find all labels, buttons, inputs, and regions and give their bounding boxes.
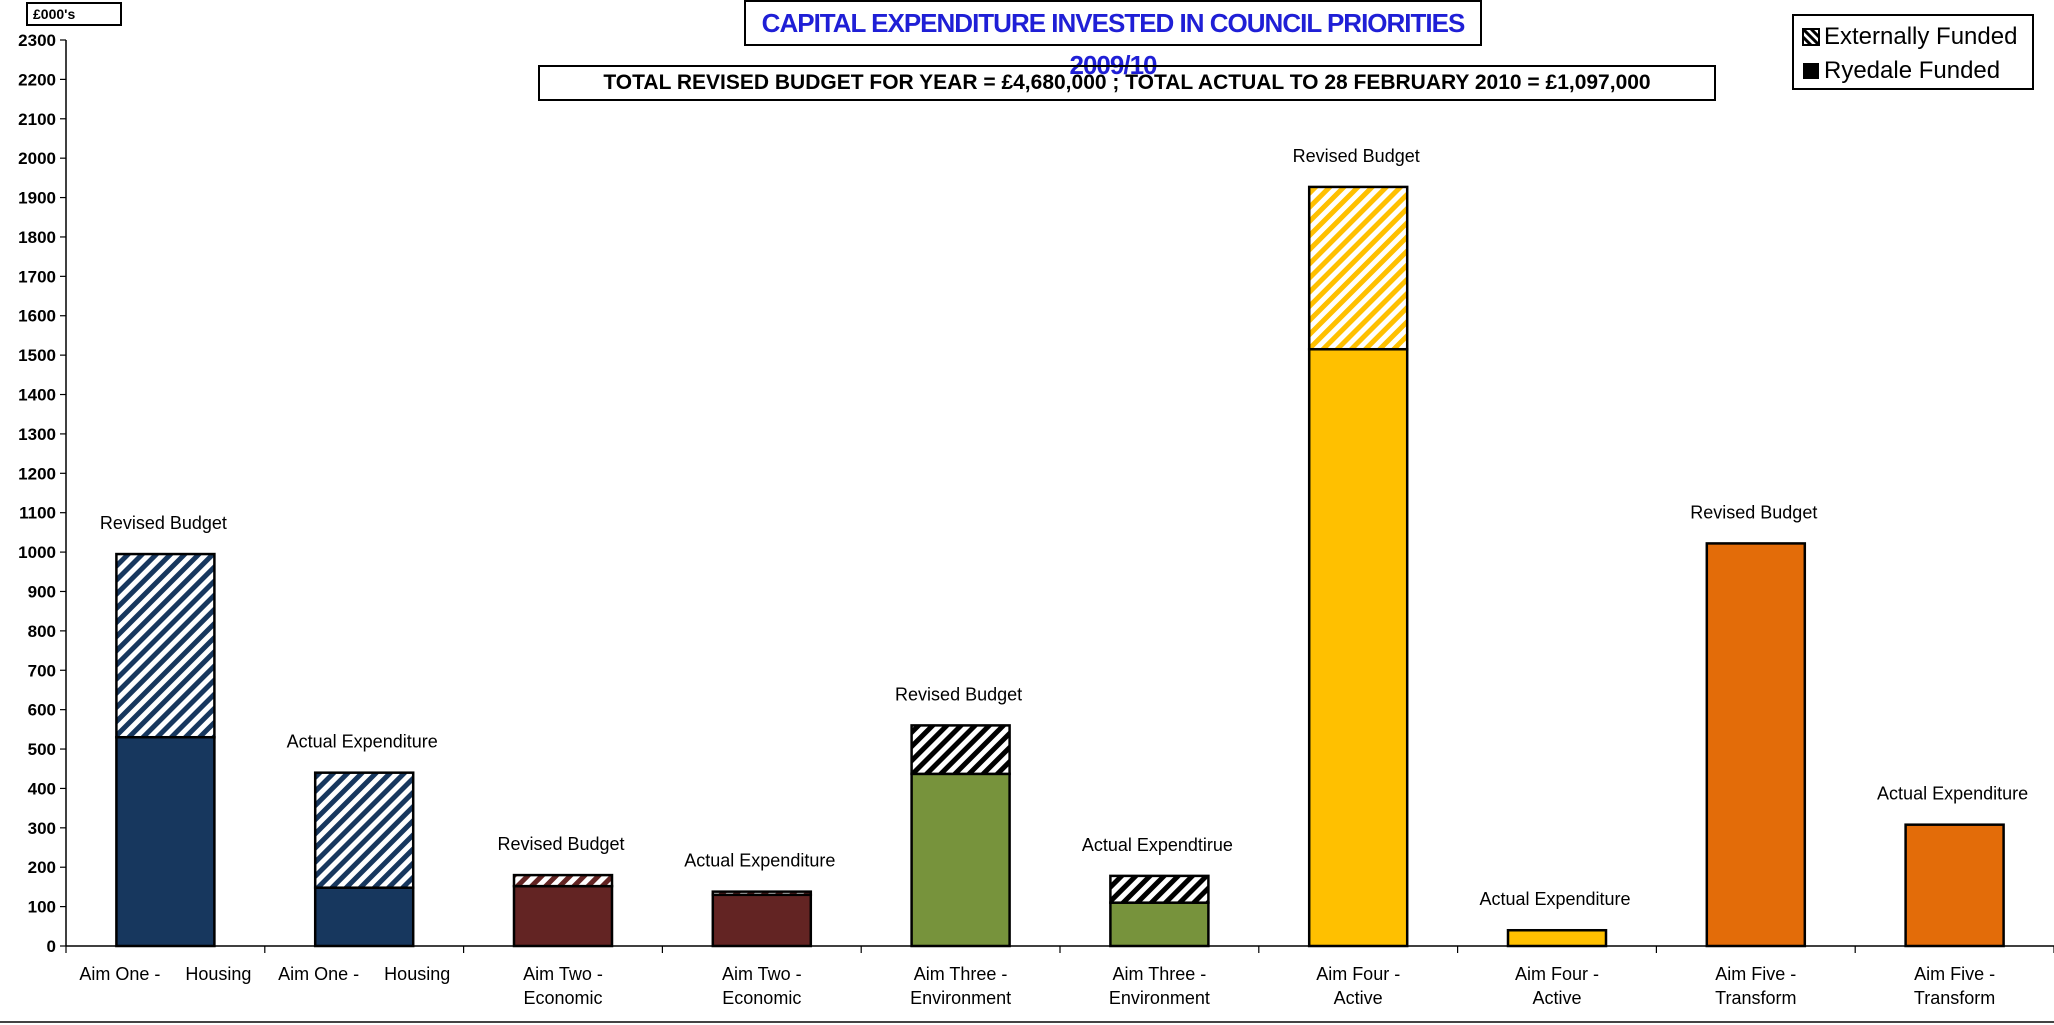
x-category-label: Aim Three -	[1113, 964, 1207, 984]
bar-ryedale-funded	[313, 886, 415, 948]
y-tick-label: 700	[28, 661, 56, 680]
bar-ryedale-funded	[1506, 928, 1608, 948]
legend-label: Externally Funded	[1824, 23, 2018, 50]
y-tick-label: 300	[28, 819, 56, 838]
bar-externally-funded	[512, 873, 614, 888]
x-category-label: Aim Three -	[914, 964, 1008, 984]
y-tick-label: 500	[28, 740, 56, 759]
bar-annotation: Actual Expenditure	[287, 732, 438, 752]
y-tick-label: 1600	[18, 307, 56, 326]
bottom-border	[0, 1021, 2054, 1023]
bar-externally-funded	[313, 771, 415, 889]
y-tick-label: 1400	[18, 386, 56, 405]
x-category-label: Aim Five -	[1914, 964, 1995, 984]
bar-externally-funded	[910, 724, 1011, 776]
bar-annotation: Revised Budget	[1293, 146, 1420, 166]
bar-externally-funded	[1109, 874, 1210, 904]
legend-item-ryedale-funded: Ryedale Funded	[1802, 56, 2000, 86]
bar-ryedale-funded	[1109, 901, 1210, 948]
y-tick-label: 800	[28, 622, 56, 641]
x-category-label: Economic	[523, 988, 602, 1008]
y-tick-label: 1000	[18, 543, 56, 562]
bar-ryedale-funded	[1705, 542, 1807, 948]
chart-legend: Externally Funded Ryedale Funded	[1792, 14, 2034, 90]
x-category-label: Aim Two -	[722, 964, 802, 984]
chart-subtitle: TOTAL REVISED BUDGET FOR YEAR = £4,680,0…	[538, 65, 1716, 101]
bar-ryedale-funded	[512, 884, 614, 948]
bar-annotation: Actual Expenditure	[684, 851, 835, 871]
y-tick-label: 2200	[18, 70, 56, 89]
bar-ryedale-funded	[115, 735, 216, 948]
y-tick-label: 200	[28, 858, 56, 877]
legend-item-externally-funded: Externally Funded	[1802, 22, 2017, 52]
hatched-swatch-icon	[1802, 28, 1820, 46]
x-category-label: Aim Five -	[1715, 964, 1796, 984]
bar-externally-funded	[1307, 185, 1409, 351]
bar-ryedale-funded	[1307, 347, 1409, 948]
x-category-label: Environment	[910, 988, 1011, 1008]
y-tick-label: 0	[47, 937, 56, 956]
y-tick-label: 900	[28, 582, 56, 601]
x-category-label: Active	[1334, 988, 1383, 1008]
legend-label: Ryedale Funded	[1824, 57, 2001, 84]
solid-swatch-icon	[1803, 63, 1819, 79]
bar-annotation: Revised Budget	[100, 513, 227, 533]
bar-annotation: Actual Expendtirue	[1082, 835, 1233, 855]
unit-label: £000's	[26, 2, 122, 26]
y-tick-label: 2100	[18, 110, 56, 129]
chart-title: CAPITAL EXPENDITURE INVESTED IN COUNCIL …	[744, 0, 1482, 80]
y-tick-label: 2000	[18, 149, 56, 168]
bar-annotation: Actual Expenditure	[1877, 784, 2028, 804]
x-category-label: Aim Four -	[1316, 964, 1400, 984]
bar-ryedale-funded	[1904, 823, 2005, 948]
bar-annotation: Revised Budget	[895, 684, 1022, 704]
y-tick-label: 1100	[19, 504, 56, 523]
x-category-label: Active	[1532, 988, 1581, 1008]
bar-ryedale-funded	[910, 772, 1011, 948]
bar-annotation: Revised Budget	[1690, 502, 1817, 522]
y-tick-label: 100	[28, 898, 56, 917]
x-category-label: Aim One - Housing	[79, 964, 251, 984]
bar-externally-funded	[711, 890, 813, 897]
bar-annotation: Actual Expenditure	[1479, 889, 1630, 909]
y-tick-label: 1300	[18, 425, 56, 444]
y-tick-label: 1200	[18, 464, 56, 483]
y-tick-label: 600	[28, 701, 56, 720]
y-tick-label: 1900	[18, 189, 56, 208]
y-tick-label: 1800	[18, 228, 56, 247]
bar-ryedale-funded	[711, 893, 813, 948]
y-tick-label: 1500	[18, 346, 56, 365]
y-tick-label: 400	[28, 779, 56, 798]
x-category-label: Aim Four -	[1515, 964, 1599, 984]
x-category-label: Economic	[722, 988, 801, 1008]
x-category-label: Transform	[1715, 988, 1796, 1008]
y-tick-label: 2300	[18, 31, 56, 50]
x-category-label: Aim One - Housing	[278, 964, 450, 984]
x-category-label: Environment	[1109, 988, 1210, 1008]
x-category-label: Transform	[1914, 988, 1995, 1008]
y-tick-label: 1700	[18, 267, 56, 286]
x-category-label: Aim Two -	[523, 964, 603, 984]
bar-annotation: Revised Budget	[497, 834, 624, 854]
bar-externally-funded	[115, 552, 216, 739]
